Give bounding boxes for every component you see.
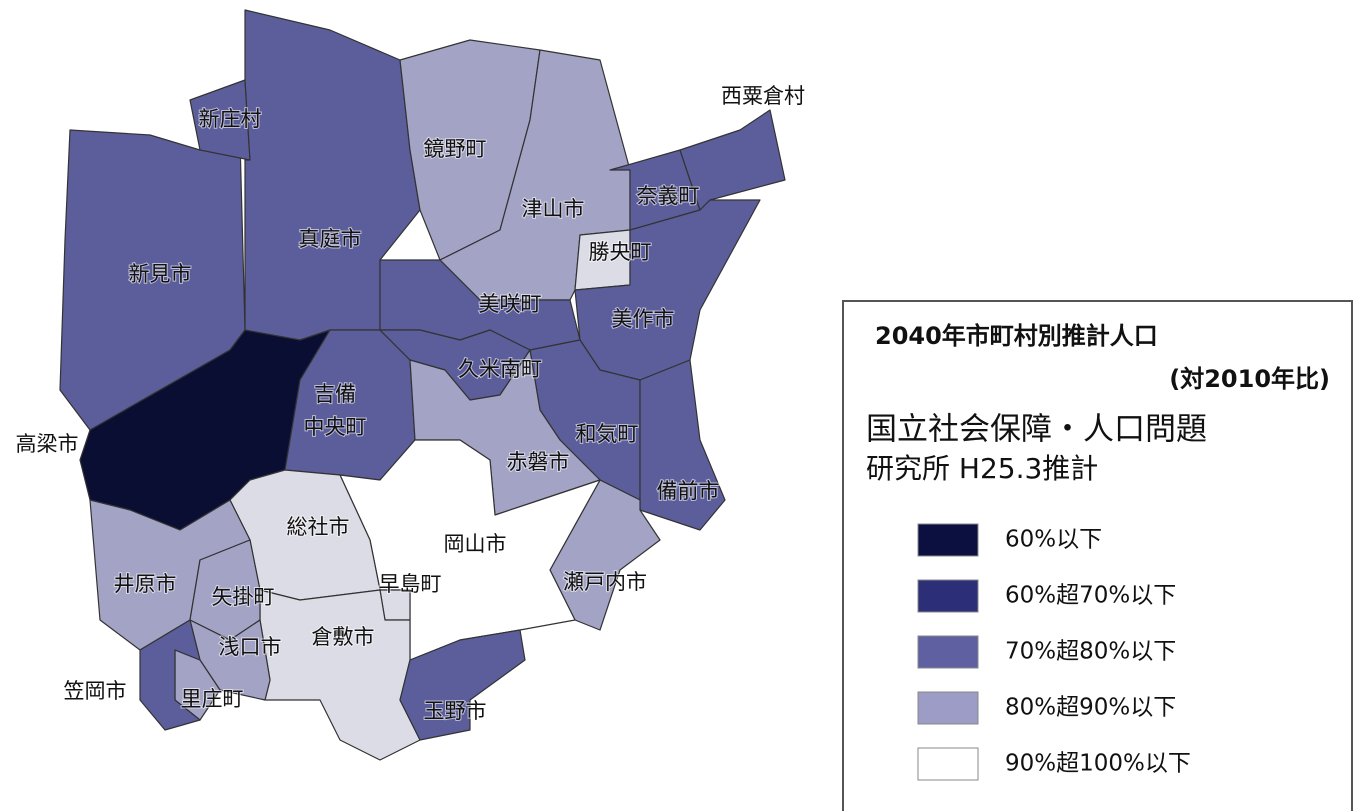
- region-label: 鏡野町: [424, 137, 487, 161]
- region-label: 早島町: [379, 572, 442, 596]
- region-label: 美作市: [612, 307, 675, 331]
- legend-subtitle: (対2010年比): [1169, 365, 1330, 393]
- region-label: 久米南町: [458, 357, 542, 381]
- legend-label: 80%超90%以下: [1005, 695, 1176, 721]
- legend-swatch: [917, 523, 979, 557]
- region-label: 井原市: [114, 572, 177, 596]
- region-label: 勝央町: [589, 240, 652, 264]
- region-label: 和気町: [576, 422, 639, 446]
- region-label: 矢掛町: [212, 585, 275, 609]
- legend-swatch: [917, 579, 979, 613]
- region-label: 浅口市: [219, 635, 282, 659]
- region-label: 吉備: [314, 382, 356, 406]
- legend-label: 90%超100%以下: [1005, 751, 1191, 777]
- legend-swatch: [917, 691, 979, 725]
- legend-source: 研究所 H25.3推計: [866, 452, 1098, 485]
- region-label: 津山市: [522, 197, 585, 221]
- legend-label: 60%以下: [1005, 527, 1102, 553]
- region-label: 里庄町: [181, 687, 244, 711]
- legend-label: 60%超70%以下: [1005, 583, 1176, 609]
- region-label: 赤磐市: [507, 450, 570, 474]
- region-label: 総社市: [287, 515, 350, 539]
- region-label: 岡山市: [444, 532, 507, 556]
- region-label: 美咲町: [479, 292, 542, 316]
- region-label: 玉野市: [424, 699, 487, 723]
- legend-box: [842, 300, 1353, 811]
- legend-items: 60%以下 60%超70%以下 70%超80%以下 80%超90%以下 90%超100%…: [917, 523, 1191, 781]
- legend-title: 2040年市町村別推計人口: [875, 322, 1158, 350]
- region-label: 倉敷市: [312, 625, 375, 649]
- region: [399, 629, 526, 741]
- legend-label: 70%超80%以下: [1005, 639, 1176, 665]
- region: [139, 619, 201, 731]
- region-label: 笠岡市: [64, 679, 127, 703]
- legend-swatch: [917, 635, 979, 669]
- legend-source: 国立社会保障・人口問題: [866, 412, 1207, 448]
- region-label: 新庄村: [199, 107, 262, 131]
- map: [59, 9, 786, 761]
- region-label: 瀬戸内市: [563, 570, 647, 594]
- region: [639, 359, 726, 531]
- region-label: 西粟倉村: [721, 84, 805, 108]
- legend-swatch: [917, 747, 979, 781]
- region-label: 高梁市: [16, 432, 79, 456]
- region-label: 真庭市: [299, 227, 362, 251]
- region-label: 奈義町: [637, 184, 700, 208]
- region-label: 中央町: [304, 415, 367, 439]
- region-label: 備前市: [657, 479, 720, 503]
- region-label: 新見市: [129, 262, 192, 286]
